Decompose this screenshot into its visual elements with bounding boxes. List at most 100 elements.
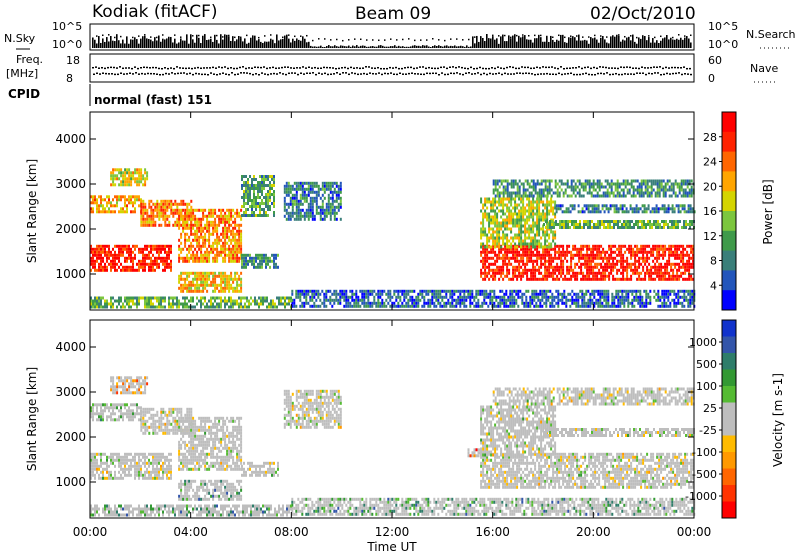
heatmap-cell xyxy=(664,277,667,281)
heatmap-cell xyxy=(247,196,249,199)
heatmap-cell xyxy=(573,298,576,302)
heatmap-cell xyxy=(116,174,119,178)
heatmap-cell xyxy=(587,289,590,293)
heatmap-cell xyxy=(532,265,535,269)
heatmap-cell xyxy=(655,292,658,296)
heatmap-cell xyxy=(331,196,334,200)
heatmap-cell xyxy=(656,259,659,263)
nave-dot xyxy=(522,72,524,75)
heatmap-cell xyxy=(293,211,296,215)
heatmap-cell xyxy=(102,247,104,251)
heatmap-cell xyxy=(646,256,649,260)
noise-bar xyxy=(244,38,246,48)
heatmap-cell xyxy=(620,247,623,251)
heatmap-cell xyxy=(496,218,499,222)
heatmap-cell xyxy=(266,296,268,300)
heatmap-cell xyxy=(558,256,561,260)
heatmap-cell xyxy=(94,198,96,202)
heatmap-cell xyxy=(684,262,687,266)
heatmap-cell xyxy=(597,304,600,308)
heatmap-cell xyxy=(247,202,249,205)
freq-dot xyxy=(659,66,661,68)
heatmap-cell xyxy=(690,244,693,248)
noise-bar xyxy=(582,40,584,48)
heatmap-cell xyxy=(678,262,681,266)
heatmap-cell xyxy=(514,221,517,225)
heatmap-cell xyxy=(124,183,127,187)
heatmap-cell xyxy=(196,226,199,230)
heatmap-cell xyxy=(652,250,655,254)
noise-bar xyxy=(294,40,296,48)
heatmap-cell xyxy=(138,177,141,181)
heatmap-cell xyxy=(536,244,539,248)
heatmap-cell xyxy=(267,262,269,266)
freq-dot xyxy=(191,67,193,70)
heatmap-cell xyxy=(228,238,231,242)
heatmap-cell xyxy=(533,295,536,299)
heatmap-cell xyxy=(637,289,640,293)
heatmap-cell xyxy=(339,181,342,185)
heatmap-cell xyxy=(690,250,693,254)
heatmap-cell xyxy=(508,206,511,210)
heatmap-cell xyxy=(684,253,687,257)
heatmap-cell xyxy=(228,259,231,263)
heatmap-cell xyxy=(152,220,155,224)
heatmap-cell xyxy=(307,214,310,218)
heatmap-cell xyxy=(490,250,493,254)
heatmap-cell xyxy=(677,301,680,305)
heatmap-cell xyxy=(686,253,689,257)
heatmap-cell xyxy=(110,302,112,306)
heatmap-cell xyxy=(192,232,195,236)
heatmap-cell xyxy=(194,283,197,287)
heatmap-cell xyxy=(186,205,189,209)
heatmap-cell xyxy=(619,295,622,299)
noise-bar xyxy=(128,43,130,48)
heatmap-cell xyxy=(579,304,582,308)
heatmap-cell xyxy=(164,208,167,212)
heatmap-cell xyxy=(548,271,551,275)
heatmap-cell xyxy=(100,262,102,266)
heatmap-cell xyxy=(315,184,318,188)
heatmap-cell xyxy=(626,271,629,275)
heatmap-cell xyxy=(247,184,249,187)
noise-bar xyxy=(204,34,206,48)
heatmap-cell xyxy=(154,305,156,309)
heatmap-cell xyxy=(329,217,332,221)
heatmap-cell xyxy=(180,235,183,239)
heatmap-cell xyxy=(550,274,553,278)
heatmap-cell xyxy=(160,256,162,260)
heatmap-cell xyxy=(212,274,215,278)
heatmap-cell xyxy=(437,292,440,296)
noise-bar xyxy=(166,38,168,48)
heatmap-cell xyxy=(501,301,504,305)
heatmap-cell xyxy=(625,292,628,296)
heatmap-cell xyxy=(222,217,225,221)
heatmap-cell xyxy=(132,268,134,272)
heatmap-cell xyxy=(321,211,324,215)
nave-dot xyxy=(597,72,599,75)
heatmap-cell xyxy=(514,265,517,269)
heatmap-cell xyxy=(566,259,569,263)
heatmap-cell xyxy=(611,301,614,305)
heatmap-cell xyxy=(482,265,485,269)
heatmap-cell xyxy=(106,305,108,309)
heatmap-cell xyxy=(130,250,132,254)
heatmap-cell xyxy=(184,241,187,245)
heatmap-cell xyxy=(267,214,269,217)
nave-dot xyxy=(282,73,284,75)
heatmap-cell xyxy=(140,208,143,212)
heatmap-cell xyxy=(584,244,587,248)
heatmap-cell xyxy=(665,301,668,305)
heatmap-cell xyxy=(297,199,300,203)
heatmap-cell xyxy=(261,178,263,181)
heatmap-cell xyxy=(150,250,152,254)
heatmap-cell xyxy=(335,211,338,215)
heatmap-cell xyxy=(128,250,130,254)
heatmap-cell xyxy=(218,220,221,224)
heatmap-cell xyxy=(643,301,646,305)
heatmap-cell xyxy=(528,250,531,254)
heatmap-cell xyxy=(624,250,627,254)
noise-bar xyxy=(546,35,548,48)
heatmap-cell xyxy=(184,226,187,230)
heatmap-cell xyxy=(94,195,96,199)
